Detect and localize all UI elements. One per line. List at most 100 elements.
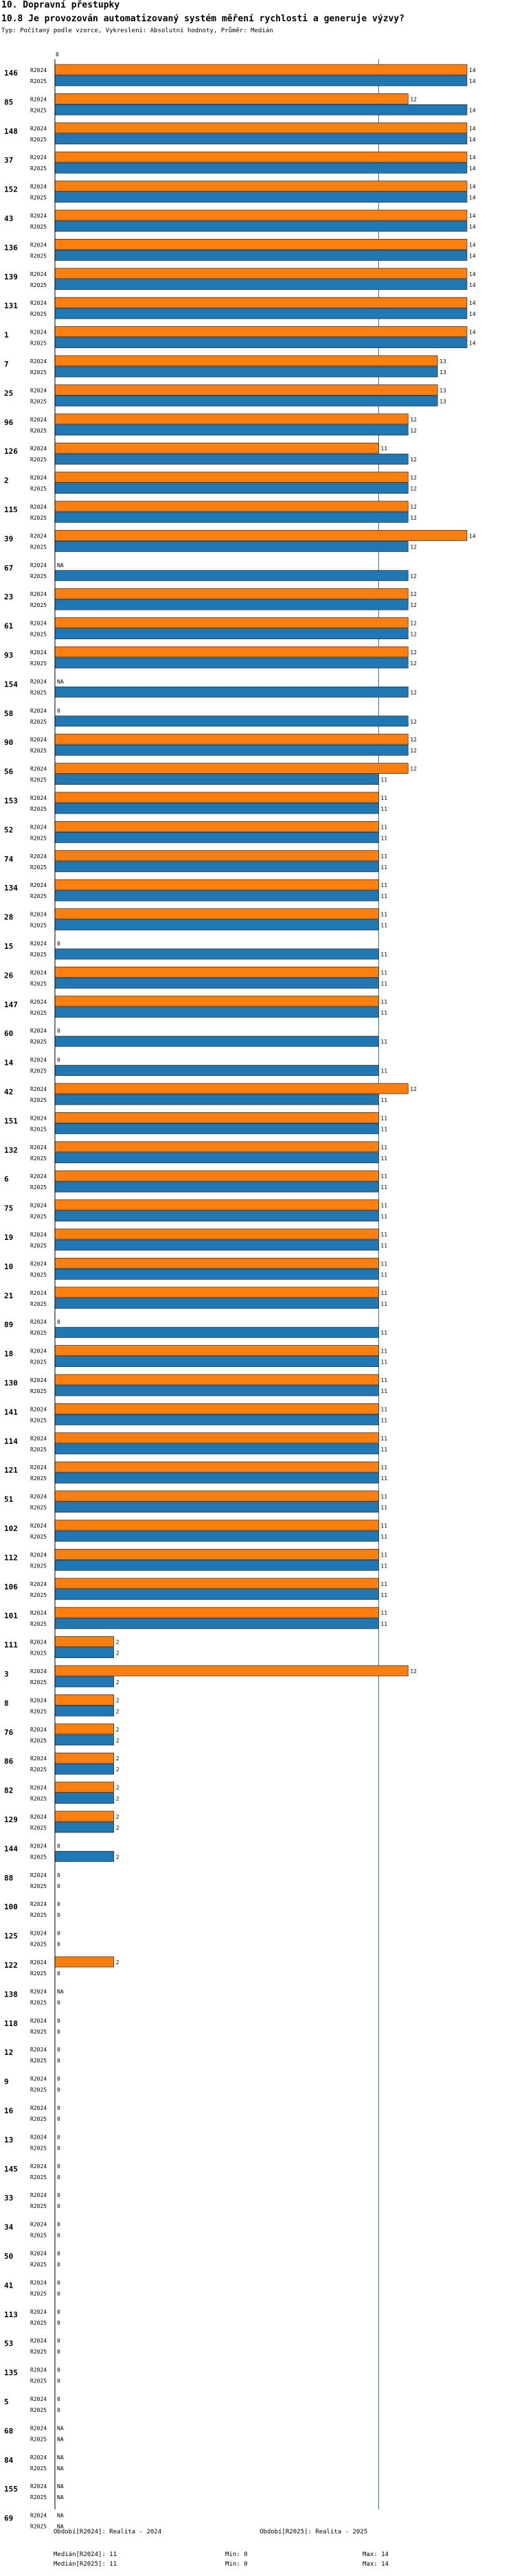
series-label-r2024: R2024	[30, 853, 47, 860]
value-label-r2025: 0	[57, 2203, 60, 2209]
value-label-r2025: 12	[410, 544, 417, 550]
value-label-r2024: 11	[380, 1494, 387, 1500]
value-label-r2024: 0	[57, 1057, 60, 1063]
value-label-r2024: 0	[57, 2134, 60, 2140]
bar-r2024	[54, 384, 438, 395]
series-label-r2025: R2025	[30, 1010, 47, 1016]
series-label-r2024: R2024	[30, 1931, 47, 1937]
value-label-r2025: 2	[116, 1708, 119, 1714]
row-id-label: 15	[4, 942, 13, 951]
value-label-r2024: 11	[380, 1173, 387, 1180]
value-label-r2024: 14	[469, 330, 476, 336]
series-label-r2025: R2025	[30, 1708, 47, 1714]
bar-r2025	[54, 1181, 379, 1193]
series-label-r2024: R2024	[30, 184, 47, 190]
series-label-r2025: R2025	[30, 457, 47, 463]
value-label-r2025: 11	[380, 1475, 387, 1482]
series-label-r2024: R2024	[30, 1756, 47, 1762]
series-label-r2024: R2024	[30, 271, 47, 277]
value-label-r2024: 2	[116, 1959, 119, 1966]
bar-r2025	[54, 453, 409, 465]
bar-r2024	[54, 355, 438, 367]
row-id-label: 6	[4, 1175, 9, 1184]
bar-r2025	[54, 1821, 115, 1833]
value-label-r2025: 2	[116, 1651, 119, 1657]
row-id-label: 13	[4, 2135, 13, 2144]
value-label-r2024: 11	[380, 1464, 387, 1471]
value-label-r2024: NA	[57, 2483, 64, 2489]
row-id-label: 138	[4, 1990, 18, 1999]
value-label-r2024: NA	[57, 678, 64, 685]
bar-r2024	[54, 1810, 115, 1822]
bar-r2025	[54, 1850, 115, 1862]
series-label-r2024: R2024	[30, 678, 47, 685]
row-id-label: 88	[4, 1874, 13, 1883]
value-label-r2025: 11	[380, 1417, 387, 1423]
series-label-r2024: R2024	[30, 2018, 47, 2024]
series-label-r2024: R2024	[30, 1610, 47, 1616]
bar-r2025	[54, 1647, 115, 1659]
bar-r2024	[54, 1199, 379, 1210]
series-label-r2025: R2025	[30, 1068, 47, 1074]
series-label-r2024: R2024	[30, 2338, 47, 2344]
value-label-r2024: 11	[380, 853, 387, 860]
value-label-r2024: 13	[439, 358, 446, 365]
bar-r2024	[54, 850, 379, 862]
value-label-r2025: NA	[57, 2436, 64, 2442]
value-label-r2025: 0	[57, 1999, 60, 2005]
series-label-r2024: R2024	[30, 1697, 47, 1703]
series-label-r2025: R2025	[30, 1999, 47, 2005]
value-label-r2025: 14	[469, 282, 476, 288]
series-label-r2024: R2024	[30, 2483, 47, 2489]
series-label-r2024: R2024	[30, 1727, 47, 1733]
row-id-label: 33	[4, 2194, 13, 2203]
row-id-label: 131	[4, 301, 18, 310]
bar-r2025	[54, 162, 468, 174]
bar-r2025	[54, 220, 468, 232]
value-label-r2025: 0	[57, 1970, 60, 1977]
value-label-r2024: 12	[410, 1668, 417, 1675]
value-label-r2025: 11	[380, 980, 387, 987]
value-label-r2025: 12	[410, 602, 417, 608]
series-label-r2025: R2025	[30, 1126, 47, 1132]
series-label-r2024: R2024	[30, 2425, 47, 2431]
value-label-r2024: 0	[57, 941, 60, 947]
row-id-label: 26	[4, 971, 14, 980]
min-r2024: Min: 0	[225, 2551, 248, 2558]
bar-r2025	[54, 715, 409, 727]
series-label-r2025: R2025	[30, 660, 47, 667]
series-label-r2025: R2025	[30, 282, 47, 288]
series-label-r2024: R2024	[30, 562, 47, 568]
series-label-r2025: R2025	[30, 952, 47, 958]
bar-r2024	[54, 1461, 379, 1473]
series-label-r2025: R2025	[30, 1272, 47, 1278]
row-id-label: 75	[4, 1204, 13, 1213]
bar-r2024	[54, 967, 379, 978]
series-label-r2024: R2024	[30, 912, 47, 918]
bar-r2025	[54, 832, 379, 843]
row-id-label: 34	[4, 2223, 14, 2232]
bar-r2025	[54, 1443, 379, 1455]
series-label-r2024: R2024	[30, 1406, 47, 1412]
row-id-label: 10	[4, 1262, 13, 1271]
series-label-r2025: R2025	[30, 2290, 47, 2297]
series-label-r2025: R2025	[30, 253, 47, 259]
row-id-label: 135	[4, 2369, 18, 2378]
value-label-r2024: 11	[380, 1115, 387, 1121]
row-id-label: 147	[4, 1000, 18, 1009]
value-label-r2024: 11	[380, 824, 387, 830]
series-label-r2025: R2025	[30, 428, 47, 434]
value-label-r2025: 14	[469, 195, 476, 201]
series-label-r2024: R2024	[30, 1290, 47, 1296]
chart-meta: Typ: Počítaný podle vzorce, Vykreslení: …	[1, 27, 273, 34]
row-id-label: 141	[4, 1407, 18, 1416]
series-label-r2024: R2024	[30, 824, 47, 830]
series-label-r2025: R2025	[30, 573, 47, 579]
row-id-label: 126	[4, 447, 18, 456]
row-id-label: 21	[4, 1291, 14, 1300]
value-label-r2024: 2	[116, 1814, 119, 1820]
value-label-r2025: 12	[410, 428, 417, 434]
section-title: 10. Dopravní přestupky	[1, 0, 120, 10]
series-label-r2024: R2024	[30, 475, 47, 481]
bar-r2025	[54, 1094, 379, 1105]
